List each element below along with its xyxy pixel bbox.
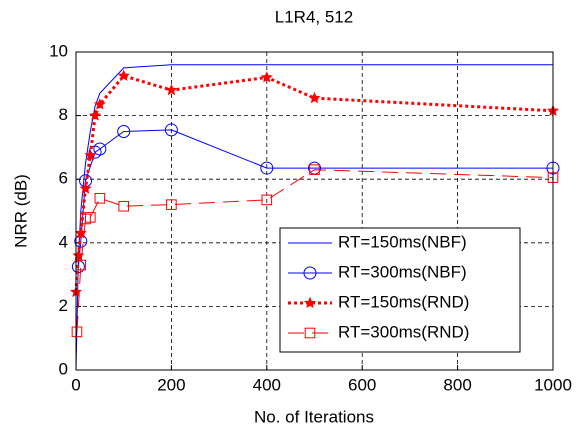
x-tick-label: 1000 xyxy=(534,375,572,394)
marker xyxy=(85,212,96,223)
marker xyxy=(117,69,130,81)
marker xyxy=(117,125,131,138)
chart-title: L1R4, 512 xyxy=(275,7,353,26)
y-tick-label: 8 xyxy=(59,105,68,124)
x-tick-label: 800 xyxy=(443,375,471,394)
marker xyxy=(93,98,106,110)
x-tick-label: 600 xyxy=(348,375,376,394)
marker xyxy=(261,194,273,206)
marker xyxy=(260,71,273,83)
marker xyxy=(93,142,107,156)
plot-frame xyxy=(75,51,554,371)
marker xyxy=(165,83,178,96)
marker xyxy=(89,109,102,121)
marker xyxy=(71,326,83,338)
marker xyxy=(84,148,97,161)
x-tick-label: 0 xyxy=(71,375,80,394)
y-tick-label: 2 xyxy=(59,296,68,315)
legend-label: RT=300ms(NBF) xyxy=(338,262,467,281)
legend-marker xyxy=(303,296,317,309)
marker xyxy=(166,199,177,210)
legend xyxy=(279,227,521,353)
marker xyxy=(308,91,321,104)
marker xyxy=(94,192,106,204)
x-tick-label: 400 xyxy=(253,375,281,394)
legend-label: RT=300ms(RND) xyxy=(338,322,469,341)
series-line xyxy=(77,129,553,267)
legend-marker xyxy=(303,266,317,280)
y-axis-label: NRR (dB) xyxy=(11,174,30,248)
marker xyxy=(79,182,92,194)
y-tick-label: 6 xyxy=(59,169,68,188)
legend-label: RT=150ms(NBF) xyxy=(338,232,467,251)
marker xyxy=(309,164,320,175)
marker xyxy=(118,200,130,212)
marker xyxy=(164,123,178,137)
x-axis-label: No. of Iterations xyxy=(254,407,374,426)
y-tick-label: 4 xyxy=(59,232,68,251)
series-line xyxy=(76,169,554,332)
legend-label: RT=150ms(RND) xyxy=(338,292,469,311)
series-line xyxy=(74,74,554,293)
marker xyxy=(260,161,274,175)
y-tick-label: 10 xyxy=(49,41,68,60)
legend-marker xyxy=(304,327,316,339)
y-tick-label: 0 xyxy=(59,359,68,378)
x-tick-label: 200 xyxy=(157,375,185,394)
